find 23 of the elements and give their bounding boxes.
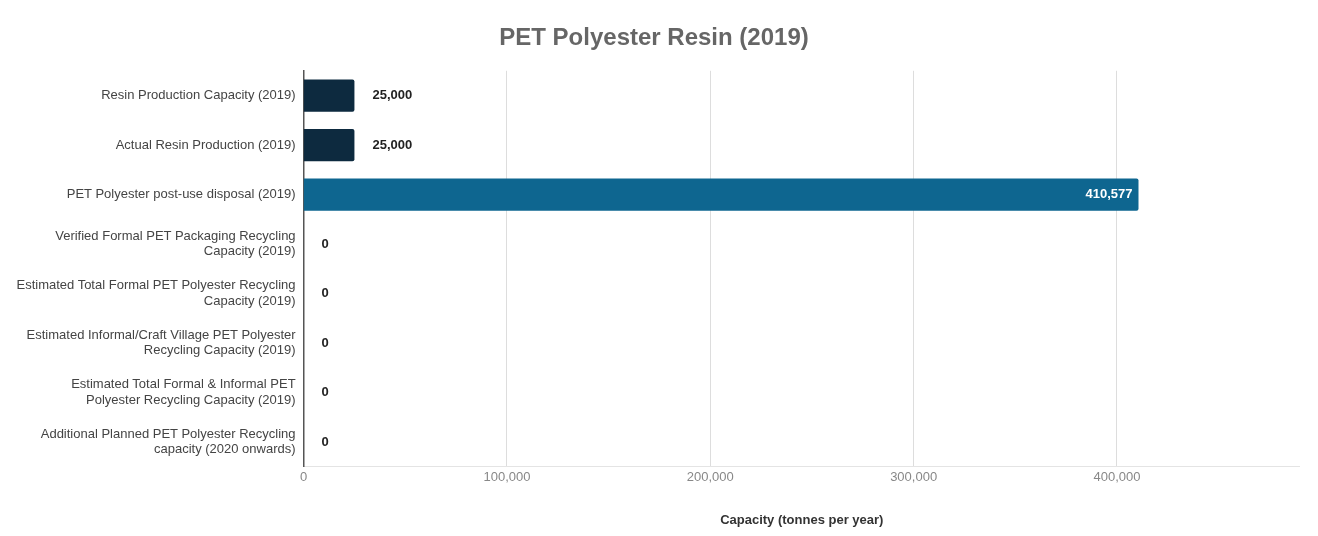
data-label: 0 — [321, 235, 329, 251]
x-tick-label: 200,000 — [686, 469, 734, 485]
x-tick-label: 300,000 — [890, 469, 938, 485]
data-label: 0 — [321, 285, 329, 301]
data-label: 25,000 — [372, 87, 413, 103]
data-label: 410,577 — [1085, 186, 1133, 202]
data-label: 0 — [321, 384, 329, 400]
x-tick-label: 100,000 — [483, 469, 531, 485]
y-tick-label: Actual Resin Production (2019) — [115, 136, 296, 152]
x-tick-label: 0 — [299, 469, 308, 485]
data-label: 25,000 — [372, 136, 413, 152]
y-tick-label: Estimated Informal/Craft Village PET Polyester Recycling Capacity (2019) — [26, 326, 297, 358]
y-tick-label: Resin Production Capacity (2019) — [101, 87, 296, 103]
y-tick-label: Estimated Total Formal & Informal PET Polyester Recycling Capacity (2019) — [71, 376, 296, 407]
y-tick-label: Additional Planned PET Polyester Recycling capacity (2020 onwards) — [40, 425, 296, 457]
x-axis-title: Capacity (tonnes per year) — [720, 511, 884, 527]
y-tick-label: PET Polyester post-use disposal (2019) — [66, 186, 296, 202]
y-tick-label: Verified Formal PET Packaging Recycling Capacity (2019) — [55, 227, 296, 259]
data-label: 0 — [321, 334, 329, 350]
y-tick-label: Estimated Total Formal PET Polyester Recycling Capacity (2019) — [16, 277, 296, 308]
x-tick-label: 400,000 — [1093, 469, 1141, 485]
chart-title: PET Polyester Resin (2019) — [499, 23, 809, 51]
data-label: 0 — [321, 433, 329, 449]
